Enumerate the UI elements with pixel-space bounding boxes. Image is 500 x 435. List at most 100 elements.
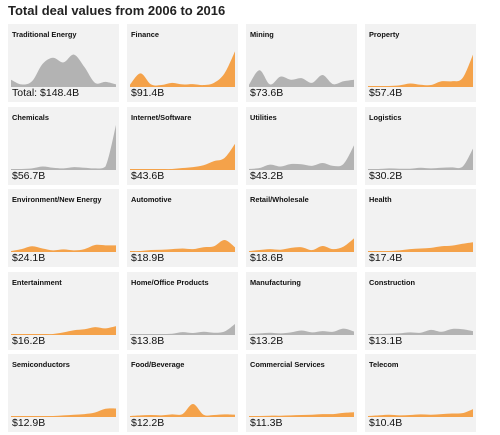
chart-tile: Internet/Software $43.6B <box>127 106 238 185</box>
tile-total-value: $17.4B <box>369 252 403 264</box>
tile-label: Entertainment <box>12 277 62 287</box>
tile-total-value: $91.4B <box>131 87 165 99</box>
tile-total-value: $18.9B <box>131 252 165 264</box>
tile-total-value: $43.6B <box>131 169 165 182</box>
chart-tile: Property $57.4B <box>365 24 476 102</box>
sparkline-chart <box>11 54 116 87</box>
tile-label: Automotive <box>131 195 172 204</box>
sparkline-chart <box>130 143 235 170</box>
tile-total-value: $43.2B <box>250 169 284 182</box>
chart-tile: Finance $91.4B <box>127 24 238 102</box>
tile-label: Construction <box>369 277 415 287</box>
tile-label: Environment/New Energy <box>12 195 102 204</box>
series-area <box>11 408 116 417</box>
series-area <box>130 143 235 170</box>
series-area <box>249 328 354 335</box>
chart-tile: Traditional Energy Total: $148.4B <box>8 24 119 102</box>
sparkline-chart <box>368 328 473 335</box>
chart-tile: Environment/New Energy $24.1B <box>8 189 119 267</box>
series-area <box>130 239 235 252</box>
tile-total-value: $24.1B <box>12 252 46 264</box>
chart-tile: Construction $13.1B <box>365 271 476 350</box>
series-area <box>368 328 473 335</box>
tile-total-value: $73.6B <box>250 87 284 99</box>
sparkline-chart <box>130 323 235 335</box>
sparkline-chart <box>249 144 354 170</box>
page-title: Total deal values from 2006 to 2016 <box>8 3 226 18</box>
sparkline-chart <box>11 244 116 252</box>
chart-tile: Semiconductors $12.9B <box>8 354 119 432</box>
sparkline-chart <box>249 238 354 252</box>
sparkline-chart <box>368 148 473 170</box>
tile-total-value: $13.2B <box>250 334 284 347</box>
tile-total-value: $12.9B <box>12 417 46 429</box>
sparkline-chart <box>11 325 116 335</box>
series-area <box>249 412 354 417</box>
sparkline-chart <box>368 54 473 87</box>
tile-total-value: $12.2B <box>131 417 165 429</box>
tile-label: Home/Office Products <box>131 277 209 287</box>
tile-total-value: $56.7B <box>12 169 46 182</box>
series-area <box>249 144 354 170</box>
chart-tile: Commercial Services $11.3B <box>246 354 357 432</box>
series-area <box>368 54 473 87</box>
chart-tile: Manufacturing $13.2B <box>246 271 357 350</box>
tile-label: Semiconductors <box>12 360 70 369</box>
sparkline-chart <box>11 124 116 170</box>
series-area <box>249 70 354 87</box>
chart-tile: Utilities $43.2B <box>246 106 357 185</box>
sparkline-chart <box>249 328 354 335</box>
tile-label: Utilities <box>250 112 277 122</box>
tile-label: Retail/Wholesale <box>250 195 309 204</box>
chart-tile: Retail/Wholesale $18.6B <box>246 189 357 267</box>
series-area <box>368 242 473 252</box>
tile-total-value: $11.3B <box>250 417 283 429</box>
tile-label: Property <box>369 30 400 39</box>
chart-tile: Health $17.4B <box>365 189 476 267</box>
tile-label: Internet/Software <box>131 112 192 122</box>
sparkline-chart <box>249 70 354 87</box>
tile-total-value: $13.8B <box>131 334 165 347</box>
tile-total-value: $30.2B <box>369 169 403 182</box>
sparkline-chart <box>130 404 235 417</box>
tile-label: Chemicals <box>12 112 49 122</box>
chart-tile: Mining $73.6B <box>246 24 357 102</box>
series-area <box>130 51 235 87</box>
chart-tile: Telecom $10.4B <box>365 354 476 432</box>
series-area <box>249 238 354 252</box>
sparkline-chart <box>11 408 116 417</box>
tile-label: Health <box>369 195 392 204</box>
series-area <box>368 148 473 170</box>
tile-label: Commercial Services <box>250 360 325 369</box>
tile-label: Mining <box>250 30 274 39</box>
sparkline-chart <box>368 242 473 252</box>
chart-tile: Logistics $30.2B <box>365 106 476 185</box>
tile-total-value: $13.1B <box>369 334 403 347</box>
series-area <box>11 124 116 170</box>
tile-total-value: $57.4B <box>369 87 403 99</box>
sparkline-chart <box>249 412 354 417</box>
sparkline-chart <box>130 239 235 252</box>
chart-tile: Food/Beverage $12.2B <box>127 354 238 432</box>
tile-label: Food/Beverage <box>131 360 185 369</box>
chart-tile: Chemicals $56.7B <box>8 106 119 185</box>
sparkline-chart <box>368 409 473 417</box>
tile-total-value: $18.6B <box>250 252 284 264</box>
tile-total-value: Total: $148.4B <box>12 87 80 99</box>
tile-label: Logistics <box>369 112 402 122</box>
chart-tile: Home/Office Products $13.8B <box>127 271 238 350</box>
series-area <box>11 54 116 87</box>
chart-tile: Automotive $18.9B <box>127 189 238 267</box>
series-area <box>11 244 116 252</box>
series-area <box>130 404 235 417</box>
chart-tile: Entertainment $16.2B <box>8 271 119 350</box>
tile-total-value: $16.2B <box>12 334 46 347</box>
tile-total-value: $10.4B <box>369 417 403 429</box>
sparkline-chart <box>130 51 235 87</box>
series-area <box>11 325 116 335</box>
series-area <box>368 409 473 417</box>
series-area <box>130 323 235 335</box>
tile-label: Telecom <box>369 360 399 369</box>
tile-label: Manufacturing <box>250 277 301 287</box>
tile-label: Traditional Energy <box>12 30 77 39</box>
